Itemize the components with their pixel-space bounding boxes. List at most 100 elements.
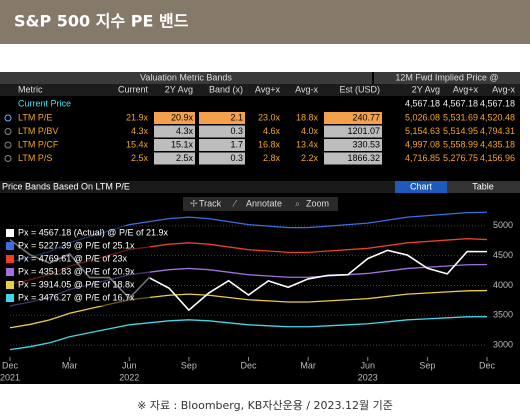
series-line: [9, 289, 488, 329]
cell: 21.9x: [126, 112, 149, 122]
x-year-label: 2023: [358, 372, 378, 382]
x-tick-label: Jun: [122, 360, 137, 370]
x-tick-label: Sep: [419, 360, 435, 370]
x-tick-label: Jun: [360, 360, 375, 370]
legend-entry: Px = 4769.61 @ P/E of 23x: [18, 253, 127, 263]
toolbar-icon: ✢: [190, 200, 198, 210]
cell-bg: [324, 152, 382, 165]
y-tick-label: 4000: [493, 280, 513, 290]
legend-swatch: [6, 294, 14, 302]
cell: 2.2x: [301, 153, 319, 163]
cell: 4,997.08: [405, 139, 440, 149]
cell: 20.9x: [171, 112, 194, 122]
cell: 4,567.18: [480, 98, 515, 108]
cell: 2.8x: [263, 153, 281, 163]
cell-bg: [199, 125, 245, 138]
tab-chart[interactable]: [395, 181, 447, 193]
legend-entry: Px = 4351.83 @ P/E of 20.9x: [18, 266, 135, 276]
cell: 4.0x: [301, 126, 319, 136]
cell: 16.8x: [258, 139, 281, 149]
column-header: 2Y Avg: [165, 84, 193, 94]
column-header: 2Y Avg: [412, 84, 440, 94]
cell: 15.4x: [126, 139, 149, 149]
x-tick-label: Dec: [2, 360, 19, 370]
cell: 15.1x: [171, 139, 194, 149]
cell: 2.5x: [176, 153, 194, 163]
cell: 23.0x: [258, 112, 281, 122]
column-header: Avg+x: [453, 84, 479, 94]
legend-entry: Px = 3914.05 @ P/E of 18.8x: [18, 279, 135, 289]
cell-bg: [199, 112, 245, 124]
x-tick-label: Mar: [62, 360, 78, 370]
tool-annotate[interactable]: Annotate: [246, 198, 282, 208]
column-header: Current: [118, 84, 149, 94]
legend-entry: Px = 3476.27 @ P/E of 16.7x: [18, 292, 135, 302]
cell-bg: [154, 139, 195, 151]
x-year-label: 2022: [119, 372, 139, 382]
x-tick-label: Dec: [240, 360, 257, 370]
cell: 4,156.96: [480, 153, 515, 163]
cell: 4,567.18: [405, 98, 440, 108]
cell: 330.53: [352, 139, 380, 149]
cell-bg: [324, 125, 382, 138]
cell: 4,794.31: [480, 126, 515, 136]
tab-label[interactable]: Table: [472, 181, 494, 191]
tool-track[interactable]: Track: [199, 198, 222, 208]
x-year-label: 2021: [0, 372, 20, 382]
cell: 4,520.48: [480, 112, 515, 122]
legend-entry: Px = 4567.18 (Actual) @ P/E of 21.9x: [18, 227, 168, 237]
legend-swatch: [6, 281, 14, 289]
cell: 5,026.08: [405, 112, 440, 122]
tab-label[interactable]: Chart: [410, 181, 433, 191]
x-tick-label: Mar: [300, 360, 316, 370]
cell: 4.3x: [176, 126, 194, 136]
cell: 4,716.85: [405, 153, 440, 163]
legend-swatch: [6, 255, 14, 263]
radio: [4, 128, 12, 135]
x-tick-label: Dec: [479, 360, 496, 370]
cell: 4,567.18: [443, 98, 478, 108]
toolbar-icon: ⁄: [232, 200, 238, 210]
x-tick-label: Sep: [181, 360, 197, 370]
tool-zoom[interactable]: Zoom: [306, 198, 329, 208]
group-header: Valuation Metric Bands: [140, 72, 232, 82]
legend-entry: Px = 5227.39 @ P/E of 25.1x: [18, 240, 135, 250]
chart-title: Price Bands Based On LTM P/E: [2, 181, 130, 191]
cell: 5,558.99: [443, 139, 478, 149]
cell: 5,514.95: [443, 126, 478, 136]
group-header-bg: [0, 72, 372, 84]
cell: 1866.32: [347, 153, 380, 163]
y-tick-label: 3500: [493, 310, 513, 320]
cell-bg: [324, 112, 382, 124]
cell-bg: [324, 139, 382, 151]
legend-swatch: [6, 268, 14, 276]
cell-bg: [199, 152, 245, 165]
row-label: LTM P/CF: [18, 139, 59, 149]
cell: 2.1: [230, 112, 243, 122]
cell-bg: [199, 139, 245, 151]
cell: 4,435.18: [480, 139, 515, 149]
cell: 13.4x: [296, 139, 319, 149]
cell: 5,531.69: [443, 112, 478, 122]
radio: [4, 155, 12, 162]
column-header-bg: [0, 84, 520, 96]
cell-bg: [154, 152, 195, 165]
cell: 1.7: [230, 139, 243, 149]
cell: 4.3x: [131, 126, 149, 136]
legend-swatch: [6, 229, 14, 237]
column-header: Band (x): [209, 84, 243, 94]
row-label: LTM P/BV: [18, 126, 58, 136]
group-header: 12M Fwd Implied Price @: [395, 72, 498, 82]
page-title: S&P 500 지수 PE 밴드: [14, 12, 189, 31]
row-label: LTM P/E: [18, 112, 52, 122]
chart-header-bg: [0, 181, 520, 193]
cell: 2.5x: [131, 153, 149, 163]
cell: 5,276.75: [443, 153, 478, 163]
cell: 18.8x: [296, 112, 319, 122]
cell: 1201.07: [347, 126, 380, 136]
tab-table[interactable]: [447, 181, 520, 193]
group-header-bg: [374, 72, 520, 84]
row-label: Current Price: [18, 98, 71, 108]
cell-bg: [154, 125, 195, 138]
title-bar: [0, 0, 530, 44]
